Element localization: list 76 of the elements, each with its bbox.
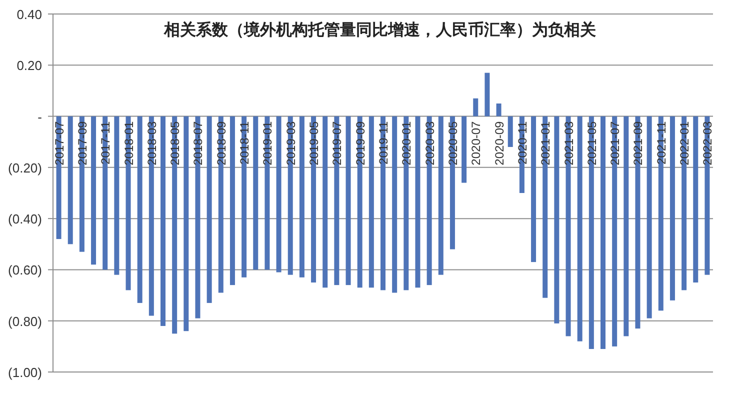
bar [531,116,536,262]
y-tick-label: (0.40) [8,212,42,227]
bar [508,116,513,147]
bar [195,116,200,318]
y-tick-label: 0.40 [16,7,42,22]
bar [346,116,351,286]
bar [646,116,652,318]
x-tick-label: 2018-05 [168,120,182,166]
y-tick-label: (1.00) [8,365,42,380]
x-tick-label: 2020-01 [400,120,414,166]
bar [473,98,478,116]
bar [693,116,698,282]
bar [299,116,304,278]
text: 相关系数（境外机构托管量同比增速，人民币汇率）为负相关 [163,20,596,39]
x-tick-label: 2019-09 [353,120,368,166]
bar [368,116,374,288]
bar [68,116,73,244]
y-tick-label: (0.80) [8,314,42,329]
x-tick-label: 2020-03 [422,120,437,166]
bar [542,116,548,298]
bar [102,116,108,270]
bar [600,116,606,349]
x-tick-label: 2019-05 [307,120,322,166]
bar [160,116,166,326]
x-tick-label: 2019-11 [376,120,390,164]
bar [577,116,582,342]
x-tick-label: 2020-11 [515,120,530,164]
x-tick-label: 2021-09 [631,120,646,166]
bar [682,116,687,290]
bar [496,104,502,116]
bar [612,116,618,346]
x-tick-label: 2021-11 [654,120,668,164]
y-tick-label: (0.60) [8,262,42,278]
bar [230,116,235,286]
bar [462,116,467,183]
y-tick-label: (0.20) [8,160,42,176]
x-tick-label: 2021-07 [608,120,622,166]
bar [184,116,189,332]
x-tick-label: 2021-01 [538,120,553,166]
x-tick-label: 2021-05 [584,120,599,166]
bar [484,72,490,116]
x-tick-label: 2017-07 [52,120,66,166]
x-tick-label: 2021-03 [562,120,576,166]
x-tick-label: 2019-03 [284,120,298,166]
x-tick-label: 2018-03 [144,120,159,166]
x-tick-label: 2022-03 [700,120,715,166]
bar [276,116,282,272]
bar [392,116,398,293]
bar [114,116,120,275]
bar [91,116,96,265]
bar [415,116,420,288]
bar [137,116,142,303]
bar [670,116,675,300]
x-tick-label: 2020-09 [492,120,506,166]
x-tick-label: 2017-11 [98,120,113,164]
x-tick-label: 2020-05 [446,120,460,166]
x-tick-label: 2022-01 [678,120,692,166]
x-tick-label: 2019-07 [330,120,344,166]
bar [172,116,178,334]
x-tick-label: 2018-11 [238,120,252,164]
bar [322,116,328,288]
x-tick-label: 2019-01 [260,120,275,166]
bar [635,116,640,329]
y-tick-label: - [38,109,42,124]
x-tick-label: 2020-07 [469,120,484,166]
bar [554,116,560,324]
bar [206,116,212,303]
x-tick-label: 2018-07 [191,120,206,166]
x-tick-label: 2018-09 [214,120,228,166]
bar [438,116,444,275]
bar [253,116,258,270]
x-tick-label: 2017-09 [75,120,90,166]
bar [242,116,247,278]
bar [624,116,629,336]
y-tick-label: 0.20 [16,58,42,74]
x-tick-label: 2018-01 [122,120,136,166]
